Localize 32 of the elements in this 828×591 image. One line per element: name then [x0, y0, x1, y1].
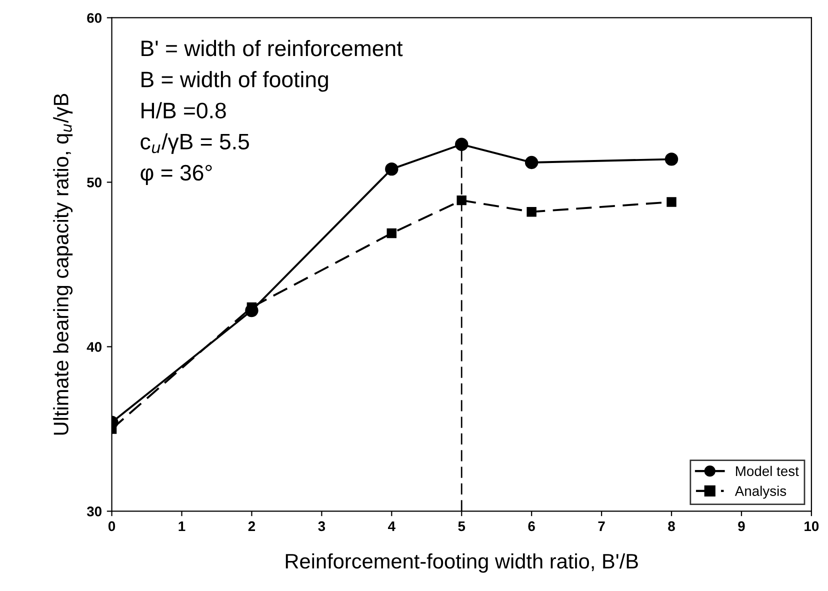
y-tick-label: 50 — [87, 178, 102, 188]
point — [664, 152, 678, 166]
point — [666, 197, 676, 207]
annotation: B = width of footing — [142, 71, 328, 92]
point — [526, 206, 536, 217]
annotation: B' = width of reinforcement — [142, 40, 403, 56]
x-tick-label: 3 — [318, 521, 326, 532]
x-tick-label: 9 — [738, 521, 745, 532]
x-axis-title: Reinforcement-footing width ratio, B'/B — [286, 553, 638, 573]
legend-label: Analysis — [734, 486, 786, 499]
y-tick-label: 60 — [87, 13, 102, 23]
x-tick-label: 2 — [248, 521, 256, 531]
annotation: φ = 36° — [140, 164, 212, 186]
annotation: H/B =0.8 — [142, 102, 226, 118]
x-tick-label: 7 — [598, 521, 605, 531]
legend-label: Model test — [736, 466, 799, 476]
x-tick-label: 10 — [804, 521, 819, 532]
x-tick-label: 6 — [528, 521, 535, 532]
point — [385, 162, 398, 176]
y-axis-title: Ultimate bearing capacity ratio, q$_{u}$/γB — [53, 94, 73, 435]
point — [456, 195, 466, 206]
point — [386, 228, 397, 238]
y-tick-label: 40 — [86, 342, 102, 352]
x-tick-label: 0 — [108, 521, 116, 532]
point — [524, 156, 538, 170]
x-tick-label: 5 — [458, 521, 466, 532]
y-tick-label: 30 — [86, 506, 102, 516]
x-tick-label: 8 — [668, 521, 675, 532]
point — [455, 138, 468, 151]
x-tick-label: 4 — [388, 521, 396, 531]
x-tick-label: 1 — [178, 521, 186, 531]
annotation: c$_{u}$/γB = 5.5 — [140, 133, 249, 154]
